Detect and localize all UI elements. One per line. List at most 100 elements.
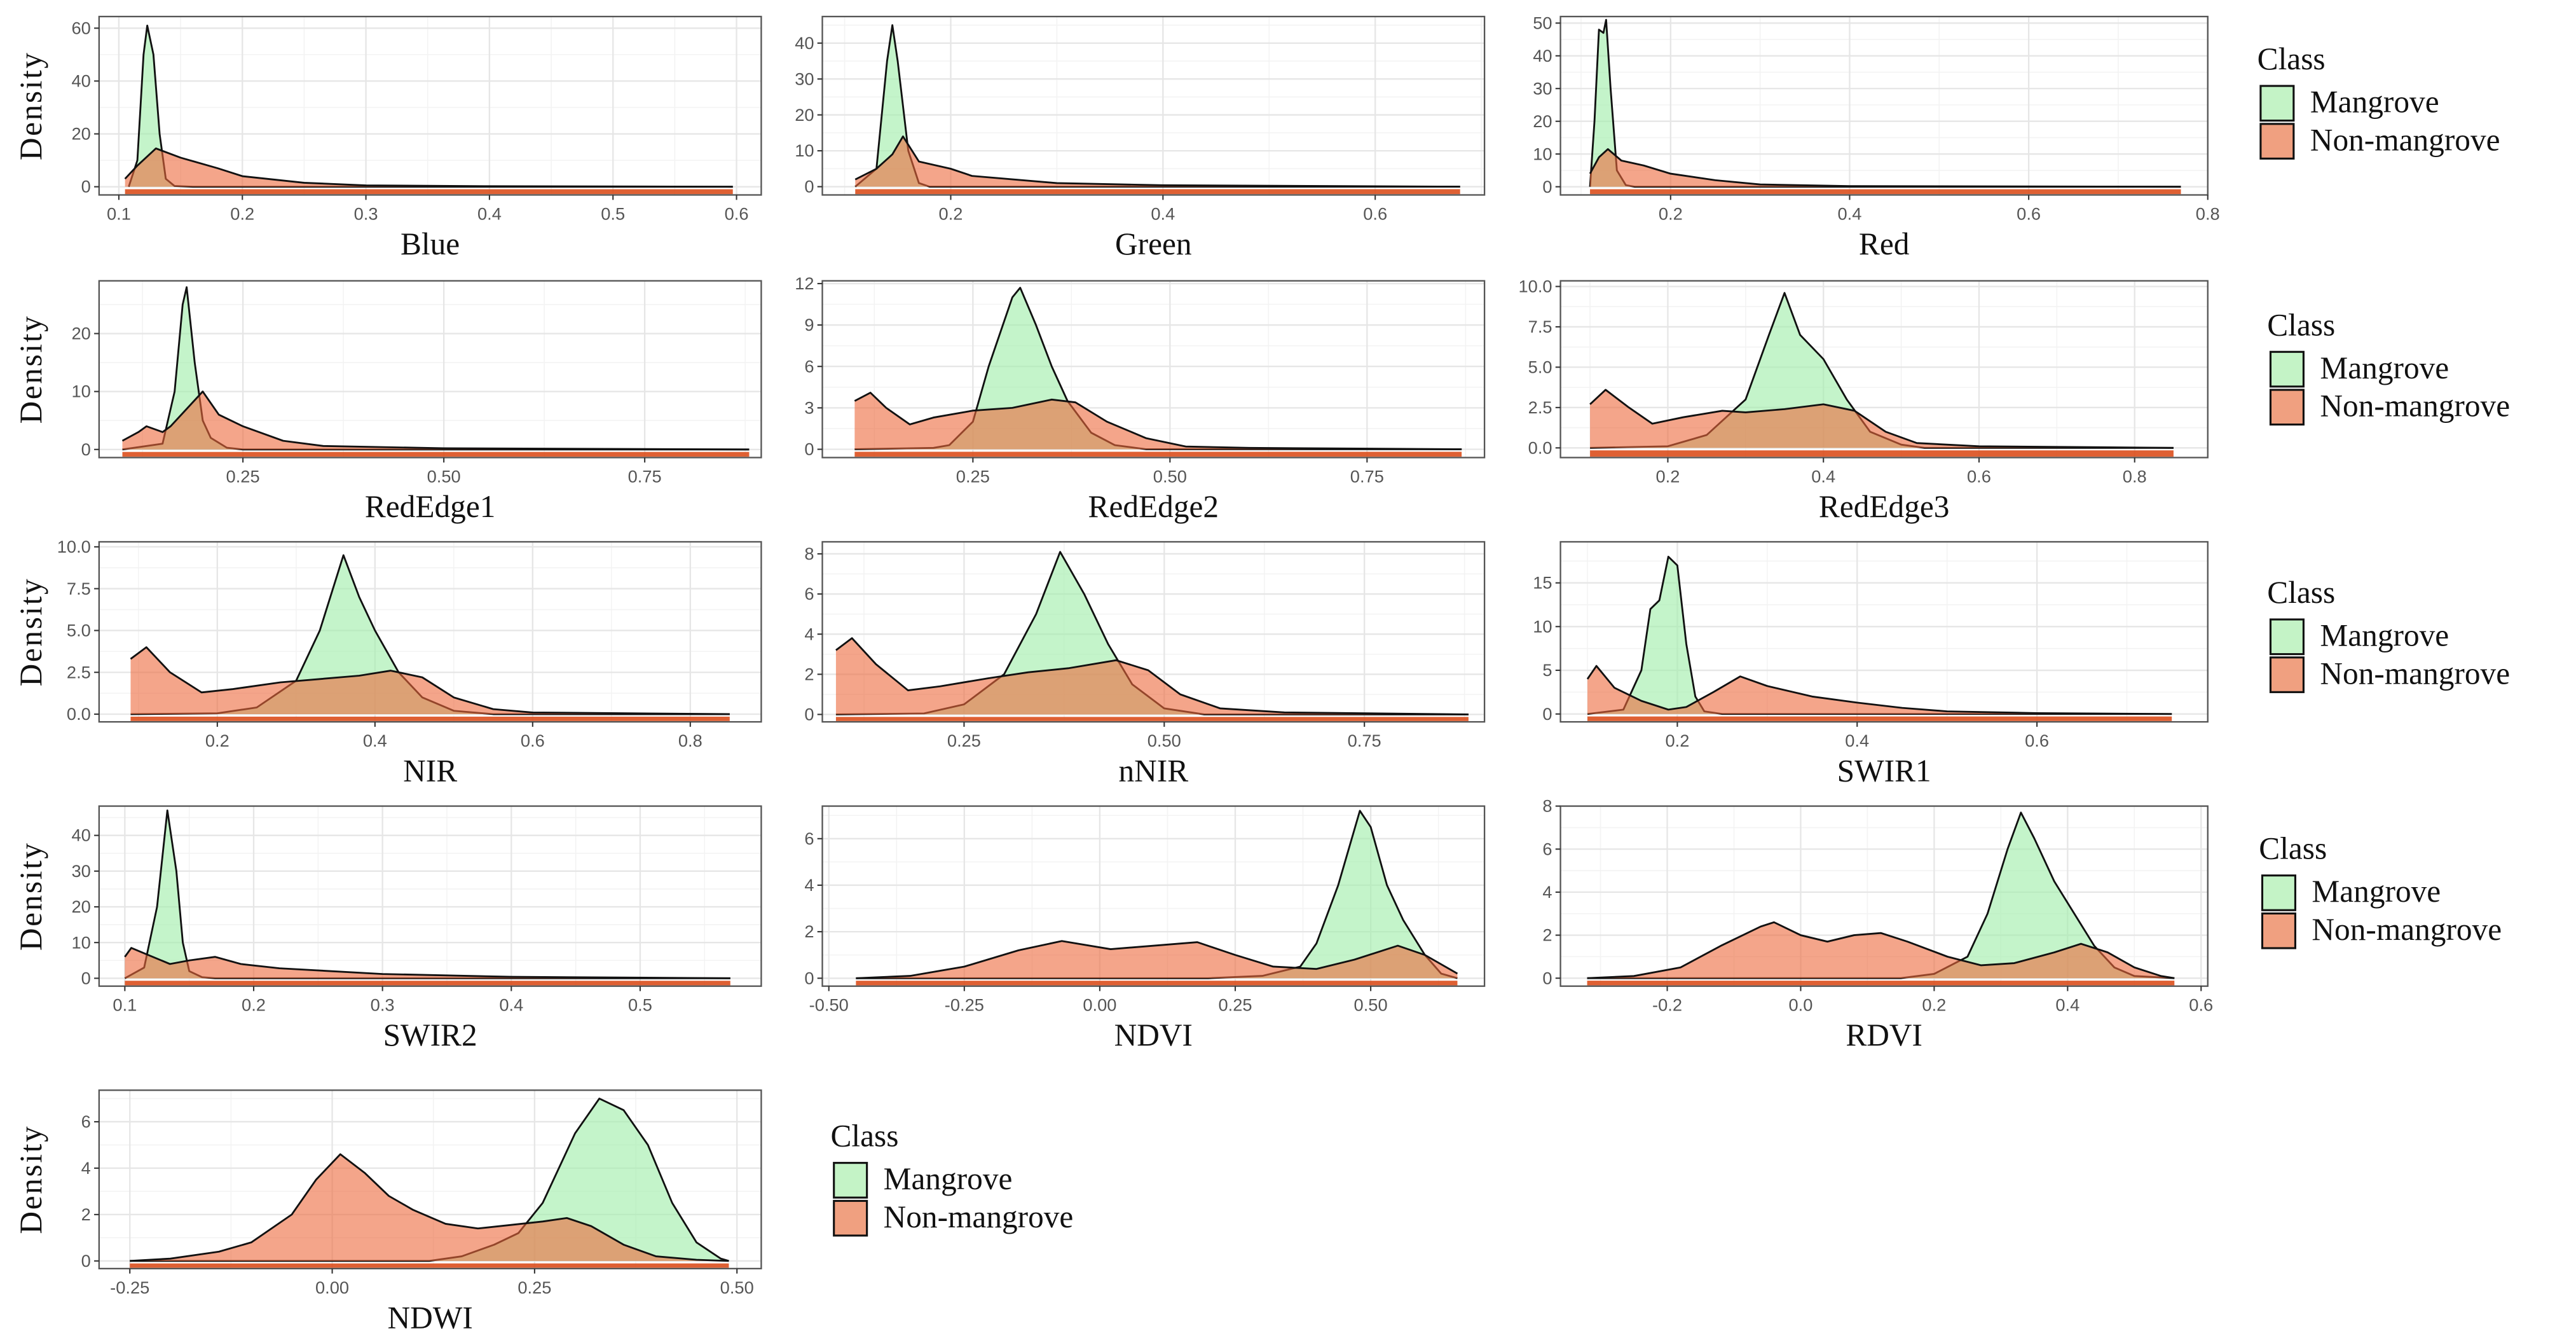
x-tick-label: -0.25: [110, 1278, 149, 1297]
panel-rededge3: 0.2 0.4 0.6 0.8 0.0 2.5 5.0 7.5 10.0 RedEdge3: [1519, 277, 2209, 524]
x-tick-label: 0.50: [427, 466, 461, 486]
x-tick-label: 0.1: [107, 203, 131, 223]
y-tick-label: 12: [795, 273, 814, 293]
y-tick-label: 4: [81, 1158, 91, 1178]
rug-marks: [856, 981, 1458, 986]
x-tick-label: 0.3: [371, 995, 395, 1015]
x-tick-label: -0.25: [945, 995, 984, 1015]
y-axis-title: Density: [13, 51, 48, 160]
x-tick-label: 0.2: [1922, 995, 1946, 1015]
y-tick-label: 0: [804, 177, 814, 197]
non-mangrove-density-area: [854, 392, 1462, 450]
x-axis-title: RedEdge3: [1819, 489, 1950, 524]
rug-marks: [1587, 981, 2175, 986]
panel-rededge1: 0.25 0.50 0.75 0 10 20 RedEdge1 Density: [13, 280, 762, 524]
y-tick-label: 2.5: [67, 662, 91, 682]
rug-marks: [854, 452, 1462, 457]
rug-marks: [130, 1263, 729, 1268]
x-axis-title: RDVI: [1846, 1017, 1922, 1052]
y-tick-label: 10: [72, 932, 91, 952]
rug-marks: [130, 716, 730, 721]
panel-border: [821, 805, 1486, 987]
x-tick-label: 0.25: [1218, 995, 1252, 1015]
y-tick-label: 6: [804, 584, 814, 603]
legend-title: Class: [2259, 831, 2327, 866]
panel-border: [1559, 541, 2209, 723]
non-mangrove-key: [2269, 656, 2305, 693]
non-mangrove-density-line: [124, 947, 730, 979]
y-tick-label: 2: [804, 664, 814, 684]
y-tick-label: 6: [804, 829, 814, 848]
non-mangrove-density-line: [856, 940, 1458, 979]
y-axis-title: Density: [13, 1125, 48, 1234]
y-tick-label: 0: [1542, 704, 1552, 724]
x-tick-label: 0.00: [315, 1278, 349, 1297]
x-tick-label: 0.4: [477, 203, 502, 223]
x-tick-label: 0.6: [521, 731, 545, 750]
x-tick-label: 0.0: [1789, 995, 1813, 1015]
x-tick-label: 0.2: [242, 995, 266, 1015]
panel-nir: 0.2 0.4 0.6 0.8 0.0 2.5 5.0 7.5 10.0 NIR Density: [13, 537, 762, 789]
y-tick-label: 5: [1542, 660, 1552, 680]
x-tick-label: 0.50: [1354, 995, 1388, 1015]
panel-ndwi: -0.25 0.00 0.25 0.50 0 2 4 6 NDWI Density: [13, 1089, 762, 1335]
rug-marks: [122, 452, 750, 457]
legend-title: Class: [831, 1119, 899, 1154]
x-tick-label: 0.6: [1967, 466, 1991, 486]
plot-background: [1560, 17, 2208, 195]
y-tick-label: 10: [795, 141, 814, 160]
panel-border: [98, 280, 762, 459]
y-tick-label: 10.0: [1519, 277, 1552, 296]
y-tick-label: 8: [804, 544, 814, 563]
x-tick-label: 0.50: [1153, 466, 1187, 486]
legend-label: Non-mangrove: [2312, 912, 2502, 947]
non-mangrove-density-line: [854, 392, 1462, 450]
x-tick-label: 0.2: [1656, 466, 1680, 486]
x-tick-label: 0.25: [947, 731, 981, 750]
x-tick-label: 0.75: [1348, 731, 1381, 750]
panel-border: [98, 541, 762, 723]
non-mangrove-density-area: [835, 638, 1469, 715]
non-mangrove-density-area: [125, 148, 733, 187]
non-mangrove-density-line: [1589, 148, 2181, 188]
panel-ndvi: -0.50 -0.25 0.00 0.25 0.50 0 2 4 6 NDVI: [804, 805, 1486, 1052]
y-tick-label: 10.0: [57, 537, 91, 556]
x-axis-title: NIR: [403, 754, 457, 789]
y-tick-label: 20: [795, 105, 814, 125]
non-mangrove-key: [2259, 123, 2295, 160]
y-tick-label: 3: [804, 397, 814, 417]
x-tick-label: 0.25: [226, 466, 260, 486]
y-tick-label: 10: [1533, 616, 1552, 636]
rug-marks: [1587, 716, 2172, 721]
legend-label: Non-mangrove: [2320, 389, 2510, 424]
panel-border: [98, 1089, 762, 1270]
x-tick-label: 0.75: [1350, 466, 1384, 486]
rug-marks: [1590, 450, 2174, 457]
rug-marks: [835, 717, 1469, 721]
x-tick-label: 0.2: [205, 731, 230, 750]
x-tick-label: -0.50: [809, 995, 849, 1015]
panel-border: [1559, 280, 2209, 459]
y-tick-label: 30: [72, 861, 91, 881]
y-tick-label: 0: [1542, 177, 1552, 197]
y-tick-label: 0: [804, 968, 814, 988]
mangrove-key: [2261, 874, 2296, 911]
panel-blue: 0.1 0.2 0.3 0.4 0.5 0.6 0 20 40 60 Blue Density: [13, 15, 762, 261]
x-tick-label: 0.5: [628, 995, 652, 1015]
y-tick-label: 4: [804, 624, 814, 644]
y-axis-title: Density: [13, 315, 48, 424]
x-axis-title: SWIR1: [1837, 754, 1931, 789]
y-tick-label: 2.5: [1528, 397, 1552, 417]
y-tick-label: 30: [1533, 78, 1552, 98]
mangrove-key: [2269, 618, 2305, 656]
x-tick-label: 0.4: [1811, 466, 1835, 486]
panel-border: [1559, 805, 2209, 987]
x-tick-label: 0.4: [363, 731, 387, 750]
y-tick-label: 0.0: [67, 704, 91, 724]
y-tick-label: 40: [795, 33, 814, 53]
non-mangrove-density-line: [130, 646, 730, 715]
y-axis-title: Density: [13, 577, 48, 687]
